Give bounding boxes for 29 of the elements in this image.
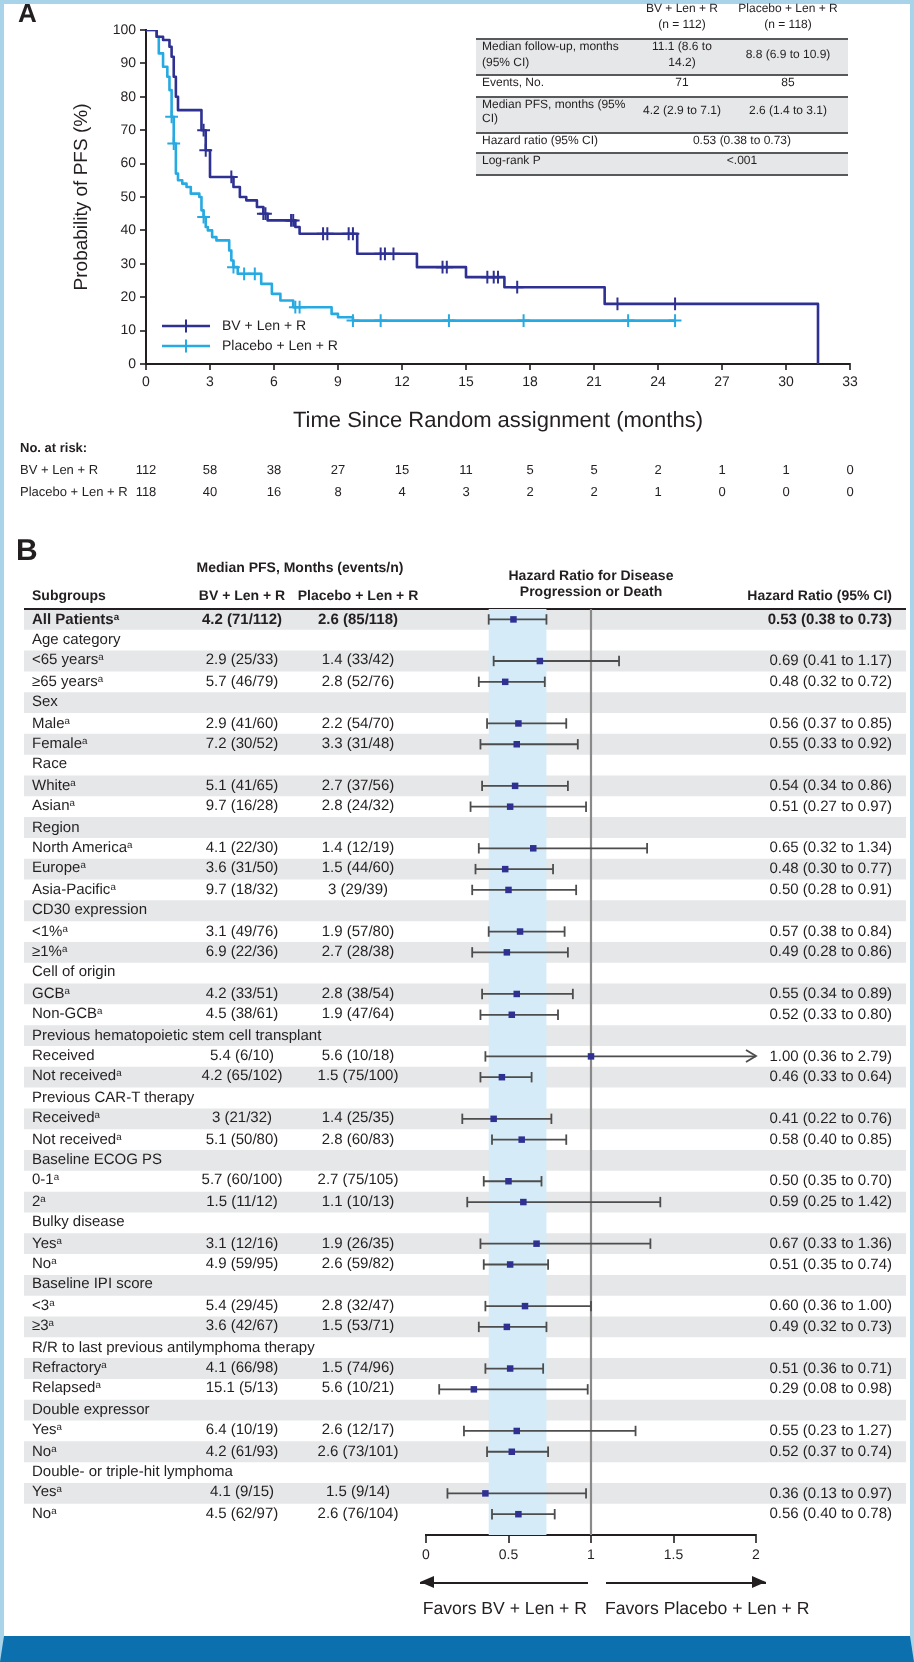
text: A <box>18 0 37 30</box>
point <box>196 122 211 138</box>
point <box>345 226 361 242</box>
point <box>513 1427 520 1435</box>
point <box>510 616 517 623</box>
point <box>503 949 511 956</box>
point <box>530 845 537 852</box>
point <box>490 1115 497 1123</box>
point <box>513 741 520 748</box>
point <box>482 1490 489 1497</box>
point <box>470 1386 478 1393</box>
point <box>587 1053 595 1060</box>
point <box>505 1177 512 1185</box>
text: Favors BV + Len + R <box>422 1598 587 1619</box>
point <box>506 1261 514 1268</box>
point <box>505 886 512 894</box>
point <box>506 1365 514 1372</box>
text: Favors Placebo + Len + R <box>605 1598 810 1619</box>
x-axis-title: Time Since Random assignment (months) <box>292 408 704 433</box>
point <box>506 803 514 810</box>
point <box>515 720 522 727</box>
text: B <box>16 534 38 569</box>
point <box>533 1240 540 1247</box>
point <box>518 1136 525 1143</box>
point <box>515 1510 522 1518</box>
point <box>520 1198 527 1206</box>
point <box>516 928 524 935</box>
point <box>513 990 520 998</box>
y-axis-title: Probability of PFS (%) <box>70 103 93 291</box>
